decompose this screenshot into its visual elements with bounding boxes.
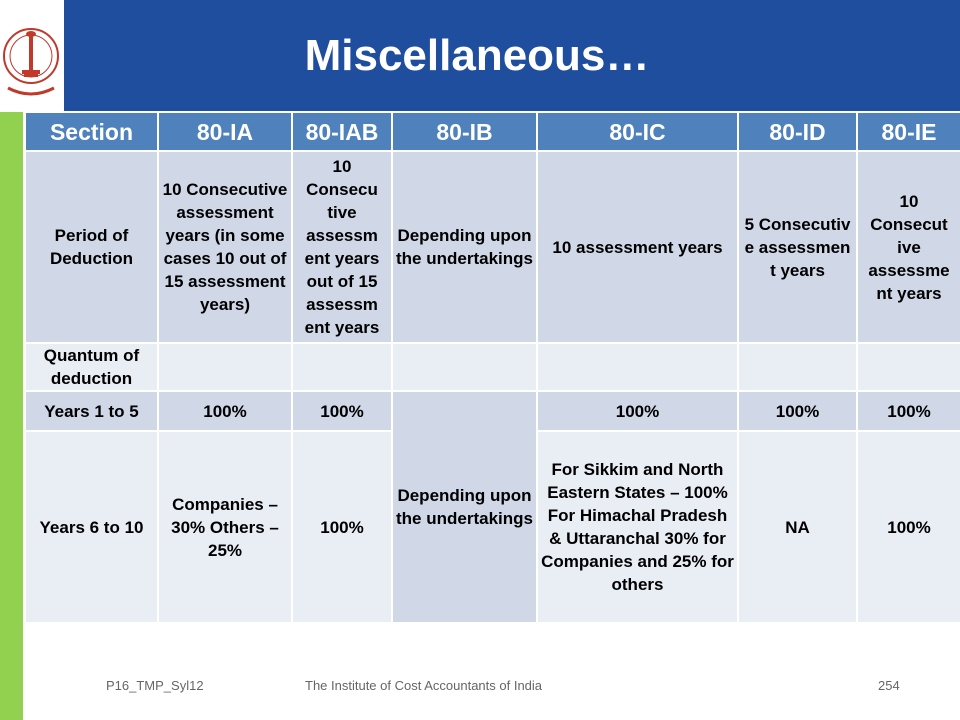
header-80-ia: 80-IA [157, 111, 293, 152]
slide-title: Miscellaneous… [304, 31, 650, 80]
years6to10-80-id: NA [737, 430, 858, 624]
row-years-1-5: Years 1 to 5 100% 100% Depending upon th… [24, 390, 960, 624]
years6to10-80-ia: Companies – 30% Others – 25% [157, 430, 293, 624]
years6to10-80-ic: For Sikkim and North Eastern States – 10… [536, 430, 739, 624]
row-years-6-10: Years 6 to 10 Companies – 30% Others – 2… [24, 430, 960, 624]
ic-himachal-text: For Himachal Pradesh & Uttaranchal 30% f… [541, 506, 734, 594]
years1to5-80-ia: 100% [157, 390, 293, 432]
quantum-80-id [737, 342, 858, 392]
footer-page-number: 254 [878, 678, 900, 693]
years1to5-label: Years 1 to 5 [24, 390, 159, 432]
years6to10-80-ie: 100% [856, 430, 960, 624]
years6to10-label: Years 6 to 10 [24, 430, 159, 624]
logo-container [0, 0, 64, 112]
header-80-ic: 80-IC [536, 111, 739, 152]
ic-sikkim-text: For Sikkim and North Eastern States – 10… [547, 460, 728, 502]
quantum-80-ie [856, 342, 960, 392]
header-80-ie: 80-IE [856, 111, 960, 152]
period-80-ia: 10 Consecutive assessment years (in some… [157, 150, 293, 344]
period-80-ie: 10 Consecut ive assessme nt years [856, 150, 960, 344]
header-section: Section [24, 111, 159, 152]
row-period: Period of Deduction 10 Consecutive asses… [24, 150, 960, 344]
quantum-80-ib [391, 342, 538, 392]
years1to5-80-id: 100% [737, 390, 858, 432]
quantum-80-ic [536, 342, 739, 392]
header-row: Section 80-IA 80-IAB 80-IB 80-IC 80-ID 8… [24, 111, 960, 152]
years1to5-80-ie: 100% [856, 390, 960, 432]
footer-institute: The Institute of Cost Accountants of Ind… [305, 678, 543, 693]
icai-seal-icon [3, 28, 59, 96]
row-quantum: Quantum of deduction [24, 342, 960, 392]
title-banner [64, 0, 960, 112]
quantum-label: Quantum of deduction [24, 342, 159, 392]
quantum-80-ia [157, 342, 293, 392]
years6to10-80-iab: 100% [291, 430, 393, 624]
footer-code: P16_TMP_Syl12 [106, 678, 204, 693]
period-label: Period of Deduction [24, 150, 159, 344]
quantum-80-iab [291, 342, 393, 392]
years1to5-80-iab: 100% [291, 390, 393, 432]
deduction-table: Section 80-IA 80-IAB 80-IB 80-IC 80-ID 8… [24, 111, 960, 624]
header-80-ib: 80-IB [391, 111, 538, 152]
period-80-id: 5 Consecutiv e assessmen t years [737, 150, 858, 344]
header-80-iab: 80-IAB [291, 111, 393, 152]
period-80-ib: Depending upon the undertakings [391, 150, 538, 344]
period-80-ic: 10 assessment years [536, 150, 739, 344]
header-80-id: 80-ID [737, 111, 858, 152]
years-80-ib-merged: Depending upon the undertakings [391, 390, 538, 624]
years1to5-80-ic: 100% [536, 390, 739, 432]
left-accent-bar [0, 110, 23, 720]
period-80-iab: 10 Consecu tive assessm ent years out of… [291, 150, 393, 344]
